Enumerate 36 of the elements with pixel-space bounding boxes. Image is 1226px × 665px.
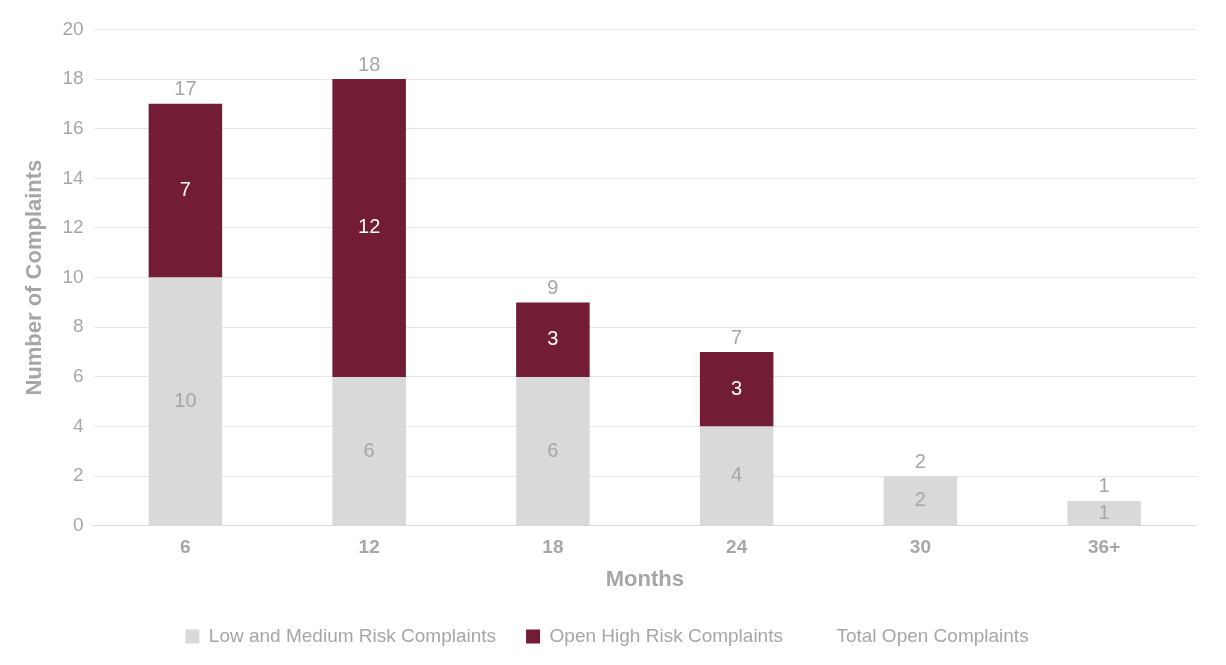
x-tick-label: 18: [542, 536, 564, 558]
bar: [516, 302, 590, 377]
x-tick-label: 6: [180, 536, 191, 558]
legend-label: Open High Risk Complaints: [549, 624, 783, 646]
y-tick-label: 14: [62, 166, 84, 188]
y-tick-label: 16: [62, 116, 84, 138]
legend-label: Low and Medium Risk Complaints: [208, 624, 497, 646]
text: Total Open Complaints: [836, 624, 1029, 646]
y-tick-label: 10: [62, 265, 84, 287]
data-label: 3: [731, 376, 743, 399]
x-tick-label: 12: [358, 536, 380, 558]
y-axis-title: Number of Complaints: [21, 159, 47, 396]
x-tick-label: 24: [726, 536, 748, 558]
total-label: 17: [174, 77, 197, 100]
bar: [699, 352, 774, 427]
data-label: 3: [547, 327, 559, 350]
total-label: 1: [1098, 474, 1110, 497]
total-label: 18: [358, 52, 381, 75]
x-axis-title: Months: [605, 565, 684, 591]
y-tick-label: 18: [62, 67, 84, 89]
y-tick-label: 8: [72, 315, 84, 337]
data-label: 12: [358, 215, 381, 238]
total-label: 2: [914, 449, 926, 472]
total-label: 7: [731, 325, 743, 348]
data-label: 7: [179, 178, 191, 201]
y-tick-label: 4: [72, 414, 84, 436]
bar: [148, 103, 223, 278]
y-tick-label: 6: [72, 365, 84, 387]
total-label: 9: [547, 275, 559, 298]
y-tick-label: 12: [62, 216, 84, 238]
y-tick-label: 2: [72, 464, 84, 486]
y-tick-label: 20: [62, 17, 84, 39]
x-tick-label: 36+: [1088, 536, 1121, 558]
x-tick-label: 30: [909, 536, 931, 558]
y-tick-label: 0: [72, 514, 84, 536]
bar: [332, 79, 406, 377]
